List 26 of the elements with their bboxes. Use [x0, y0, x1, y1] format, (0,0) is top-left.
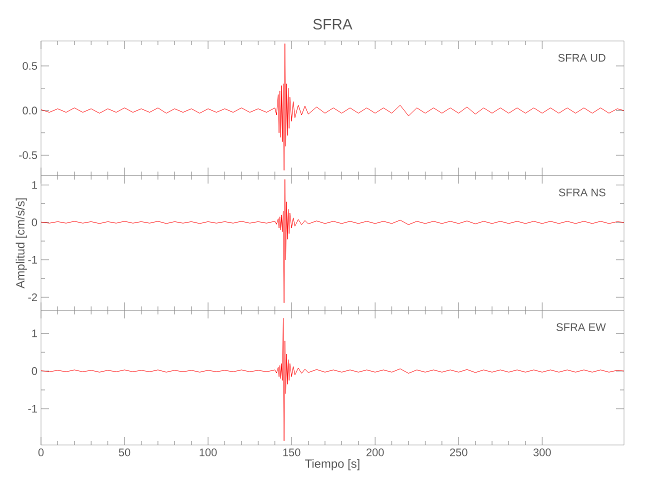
y-tick-label: -0.5 [19, 151, 38, 160]
y-tick-label: -1 [28, 405, 37, 413]
y-tick-label: 0 [32, 218, 38, 226]
line-series [41, 179, 624, 304]
x-axis-title: Tiempo [s] [305, 459, 360, 470]
y-tick-label: 0.0 [22, 106, 38, 114]
y-tick-label: 0 [32, 367, 38, 375]
y-tick-label: -1 [28, 256, 37, 264]
line-series [41, 318, 624, 442]
annotation: SFRA NS [558, 188, 606, 196]
x-tick-label: 150 [283, 448, 300, 456]
x-tick-label: 0 [38, 448, 44, 456]
chart-title: SFRA [313, 18, 352, 30]
x-tick-label: 100 [200, 448, 217, 456]
y-tick-label: 1 [32, 330, 37, 338]
x-tick-label: 50 [118, 448, 130, 456]
annotation: SFRA EW [556, 323, 606, 332]
y-tick-label: 0.5 [22, 62, 38, 70]
line-series [41, 43, 624, 171]
y-tick-label: 1 [32, 181, 37, 189]
x-tick-label: 300 [533, 448, 551, 456]
x-tick-label: 250 [450, 448, 468, 456]
x-tick-label: 200 [366, 448, 384, 456]
y-axis-title: Amplitud [cm/s/s] [16, 198, 27, 288]
annotation: SFRA UD [558, 54, 606, 62]
y-tick-label: -2 [28, 293, 37, 302]
